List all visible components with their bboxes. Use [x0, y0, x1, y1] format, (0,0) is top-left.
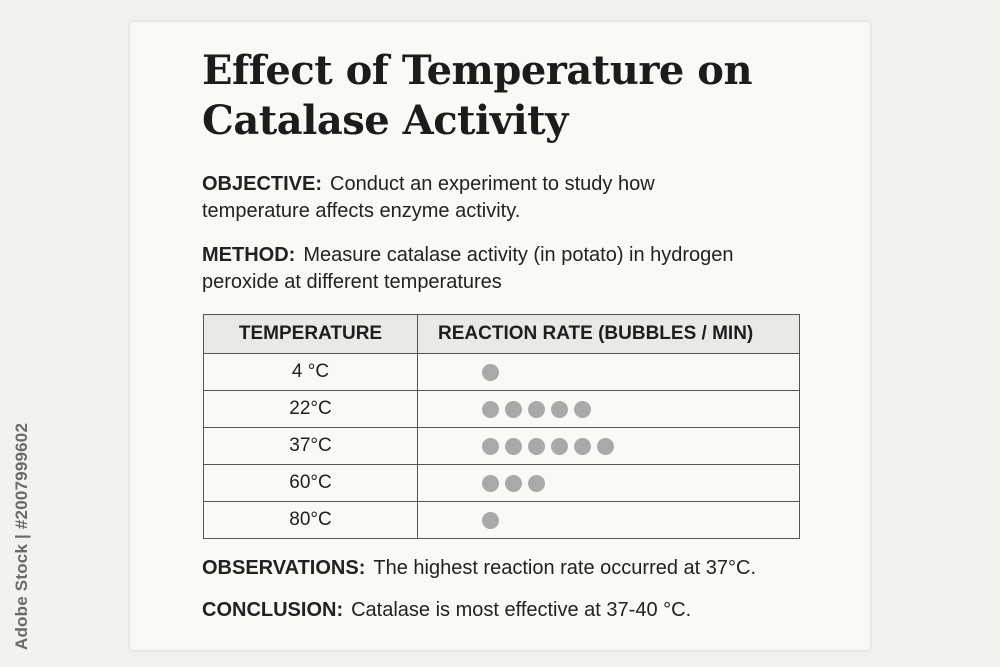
observations-paragraph: OBSERVATIONS: The highest reaction rate o…	[202, 555, 862, 582]
bubble-dot	[551, 437, 568, 455]
bubble-dot	[505, 474, 522, 492]
table-header-row: TEMPERATURE REACTION RATE (BUBBLES / MIN…	[203, 314, 800, 354]
bubble-dot	[528, 400, 545, 418]
table-row: 37°C	[203, 427, 800, 465]
bubble-dot	[551, 400, 568, 418]
observations-label: OBSERVATIONS:	[202, 557, 366, 579]
bubble-dots	[482, 363, 799, 381]
bubble-dot	[482, 474, 499, 492]
temperature-cell: 80°C	[203, 501, 418, 539]
table-row: 22°C	[203, 390, 800, 428]
page-title: Effect of Temperature on Catalase Activi…	[202, 47, 753, 144]
bubble-dot	[482, 363, 499, 381]
bubble-dot	[482, 511, 499, 529]
table-row: 80°C	[203, 501, 800, 539]
conclusion-text: Catalase is most effective at 37-40 °C.	[351, 599, 692, 621]
bubble-dot	[574, 437, 591, 455]
method-label: METHOD:	[202, 244, 296, 266]
bubble-count-cell	[417, 427, 800, 465]
conclusion-label: CONCLUSION:	[202, 599, 344, 621]
bubble-dots	[482, 437, 799, 455]
bubble-dots	[482, 474, 799, 492]
method-text: Measure catalase activity (in potato) in…	[202, 244, 734, 293]
temperature-cell: 22°C	[203, 390, 418, 428]
conclusion-paragraph: CONCLUSION: Catalase is most effective at…	[202, 597, 862, 624]
bubble-dot	[528, 437, 545, 455]
table-body: 4 °C 22°C 37°C 60°C 80°C	[203, 353, 800, 539]
bubble-dot	[528, 474, 545, 492]
bubble-count-cell	[417, 501, 800, 539]
method-paragraph: METHOD: Measure catalase activity (in pot…	[202, 242, 762, 296]
document-sheet: Effect of Temperature on Catalase Activi…	[130, 22, 870, 650]
bubble-dot	[597, 437, 614, 455]
bubble-count-cell	[417, 390, 800, 428]
temperature-cell: 37°C	[203, 427, 418, 465]
bubble-dots	[482, 511, 799, 529]
bubble-dot	[482, 437, 499, 455]
bubble-count-cell	[417, 353, 800, 391]
bubble-count-cell	[417, 464, 800, 502]
temperature-cell: 4 °C	[203, 353, 418, 391]
bubble-dots	[482, 400, 799, 418]
objective-paragraph: OBJECTIVE: Conduct an experiment to study…	[202, 171, 762, 225]
header-temperature: TEMPERATURE	[203, 314, 418, 354]
stock-id-watermark: Adobe Stock | #2007999602	[12, 422, 31, 650]
table-row: 60°C	[203, 464, 800, 502]
observations-text: The highest reaction rate occurred at 37…	[373, 557, 757, 579]
objective-text: Conduct an experiment to study how tempe…	[202, 173, 655, 222]
header-reaction-rate: REACTION RATE (BUBBLES / MIN)	[417, 314, 800, 354]
bubble-dot	[505, 437, 522, 455]
table-row: 4 °C	[203, 353, 800, 391]
bubble-dot	[574, 400, 591, 418]
objective-label: OBJECTIVE:	[202, 173, 323, 195]
temperature-cell: 60°C	[203, 464, 418, 502]
results-table: TEMPERATURE REACTION RATE (BUBBLES / MIN…	[203, 314, 800, 539]
bubble-dot	[482, 400, 499, 418]
bubble-dot	[505, 400, 522, 418]
